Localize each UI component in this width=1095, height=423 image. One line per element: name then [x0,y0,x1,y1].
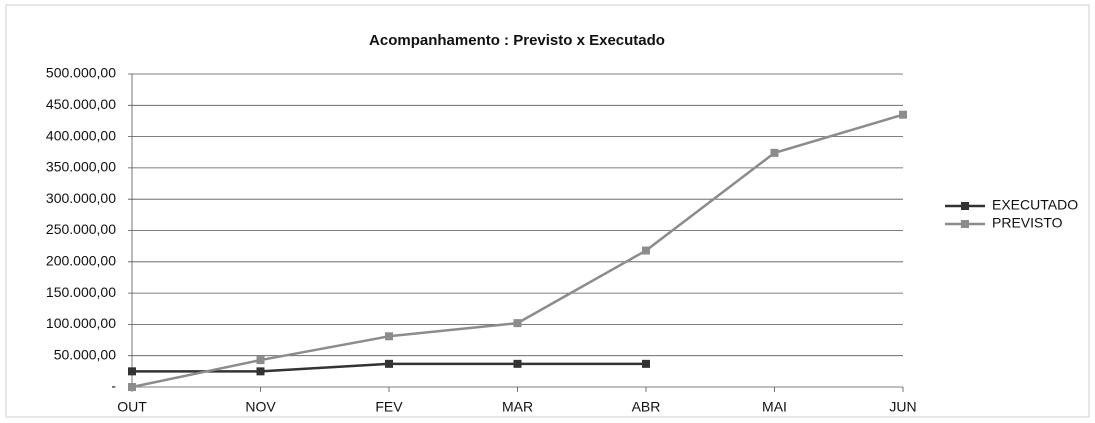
y-tick-label: 150.000,00 [46,284,116,300]
chart-frame [5,4,1090,418]
x-tick-label: JUN [889,399,916,415]
y-tick-label: 450.000,00 [46,96,116,112]
y-tick-label: 350.000,00 [46,159,116,175]
point [128,367,136,376]
point [899,110,907,119]
x-tick-label: MAR [502,399,533,415]
y-tick-label: 250.000,00 [46,221,116,237]
point [256,367,265,376]
legend-marker [961,202,969,210]
point [513,319,522,328]
y-tick-label: 500.000,00 [46,65,116,81]
point [385,359,393,368]
y-tick-label: 300.000,00 [46,190,116,206]
y-tick-label: 100.000,00 [46,315,116,331]
y-tick-label: 400.000,00 [46,127,116,143]
x-tick-label: FEV [375,399,403,415]
x-tick-label: MAI [762,399,787,415]
legend-label: EXECUTADO [992,197,1078,213]
point [770,148,779,157]
point [128,383,136,391]
point [256,356,265,365]
x-tick-label: NOV [245,399,276,415]
x-tick-label: ABR [632,399,661,415]
legend-marker [961,220,969,228]
point [385,332,393,341]
chart-title: Acompanhamento : Previsto x Executado [369,32,665,49]
legend-label: PREVISTO [992,215,1063,231]
y-tick-label: - [111,378,116,394]
point [513,359,522,368]
y-tick-label: 50.000,00 [54,346,116,362]
point [642,246,650,255]
y-tick-label: 200.000,00 [46,253,116,269]
point [642,359,650,368]
x-tick-label: OUT [117,399,147,415]
